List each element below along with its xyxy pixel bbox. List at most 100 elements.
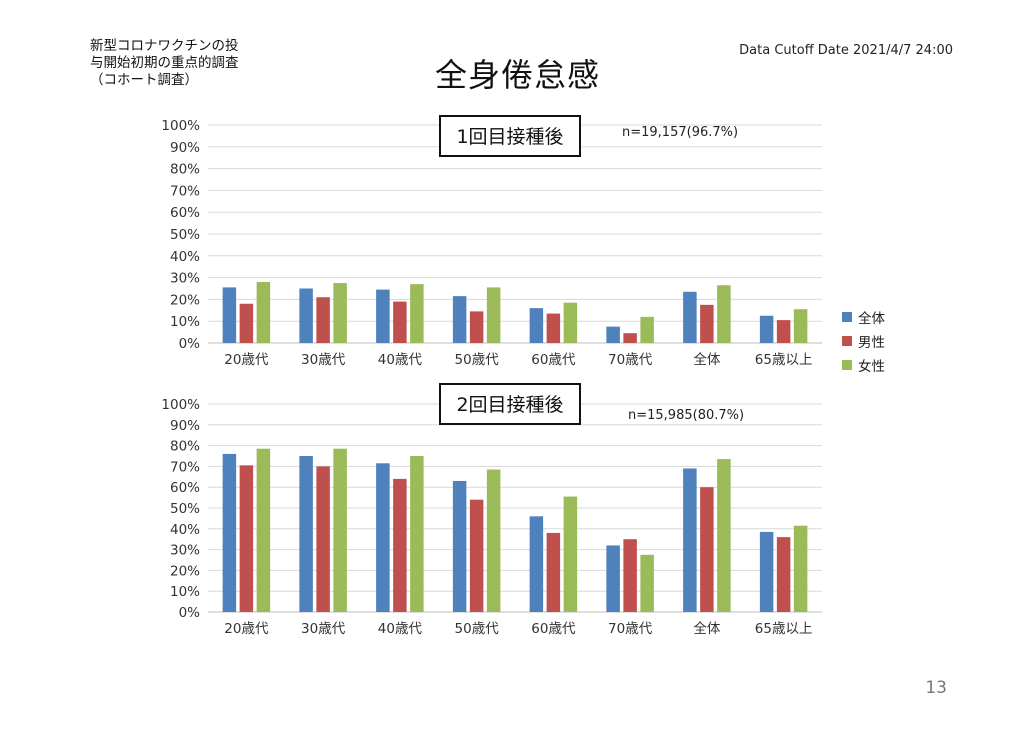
bar <box>393 301 407 343</box>
bar <box>546 313 561 343</box>
bar <box>606 545 620 612</box>
y-tick-label: 40% <box>170 522 200 538</box>
y-tick-label: 70% <box>170 183 200 199</box>
y-tick-label: 90% <box>170 418 200 434</box>
bar <box>640 316 654 343</box>
y-tick-label: 70% <box>170 459 200 475</box>
y-tick-label: 30% <box>170 543 200 559</box>
y-tick-label: 10% <box>170 584 200 600</box>
legend-label: 女性 <box>858 359 885 375</box>
bar <box>333 283 347 343</box>
bar <box>393 478 407 612</box>
bar <box>623 333 637 343</box>
bar <box>410 456 424 612</box>
bar <box>563 302 578 343</box>
chart-title: 1回目接種後 <box>456 126 563 148</box>
x-tick-label: 65歳以上 <box>755 621 813 637</box>
legend-swatch <box>842 360 852 370</box>
bar <box>683 468 697 612</box>
y-tick-label: 20% <box>170 292 200 308</box>
bar <box>776 320 791 343</box>
bar <box>239 303 254 343</box>
x-tick-label: 50歳代 <box>455 621 500 637</box>
bar <box>529 308 544 343</box>
x-tick-label: 20歳代 <box>224 352 269 368</box>
x-tick-label: 20歳代 <box>224 621 269 637</box>
legend-item: 女性 <box>842 353 885 377</box>
study-line: （コホート調査） <box>90 72 198 88</box>
data-cutoff-date: Data Cutoff Date 2021/4/7 24:00 <box>739 43 953 58</box>
y-tick-label: 60% <box>170 205 200 221</box>
x-tick-label: 60歳代 <box>531 352 576 368</box>
bar <box>222 453 237 612</box>
page-title: 全身倦怠感 <box>434 56 600 94</box>
x-tick-label: 40歳代 <box>378 352 423 368</box>
bar <box>222 287 237 343</box>
y-tick-label: 90% <box>170 140 200 156</box>
legend-label: 男性 <box>858 335 885 351</box>
bar <box>546 532 561 612</box>
chart-title: 2回目接種後 <box>456 394 563 416</box>
x-tick-label: 全体 <box>693 351 721 368</box>
bar <box>793 309 808 343</box>
x-tick-label: 70歳代 <box>608 352 653 368</box>
bar <box>469 311 484 343</box>
study-description: 新型コロナワクチンの投 与開始初期の重点的調査 （コホート調査） <box>90 38 239 89</box>
bar <box>452 296 467 343</box>
y-tick-label: 0% <box>179 605 201 621</box>
bar <box>683 291 697 343</box>
x-tick-label: 50歳代 <box>455 352 500 368</box>
bar <box>239 465 254 612</box>
bar <box>376 289 390 343</box>
bar <box>486 287 501 343</box>
y-tick-label: 50% <box>170 227 200 243</box>
bar <box>529 516 544 612</box>
y-tick-label: 60% <box>170 480 200 496</box>
x-tick-label: 30歳代 <box>301 621 346 637</box>
x-tick-label: 70歳代 <box>608 621 653 637</box>
bar <box>376 463 390 612</box>
bar <box>486 469 501 612</box>
legend: 全体 男性 女性 <box>842 305 885 377</box>
bar <box>316 466 330 612</box>
chart-title-box <box>439 383 581 425</box>
bar <box>623 539 637 612</box>
bar <box>759 531 774 612</box>
legend-swatch <box>842 312 852 322</box>
y-tick-label: 80% <box>170 439 200 455</box>
x-tick-label: 全体 <box>693 620 721 637</box>
y-tick-label: 50% <box>170 501 200 517</box>
y-tick-label: 20% <box>170 563 200 579</box>
legend-item: 男性 <box>842 329 885 353</box>
bar <box>759 315 774 343</box>
bar <box>452 480 467 612</box>
bar <box>299 456 313 612</box>
sample-size-annotation: n=15,985(80.7%) <box>628 408 744 423</box>
bar <box>316 297 330 343</box>
study-line: 与開始初期の重点的調査 <box>90 55 239 71</box>
y-tick-label: 0% <box>179 336 201 352</box>
y-tick-label: 10% <box>170 314 200 330</box>
study-line: 新型コロナワクチンの投 <box>90 38 239 54</box>
bar <box>563 496 578 612</box>
y-tick-label: 30% <box>170 271 200 287</box>
bar <box>776 537 791 612</box>
chart-title-box <box>439 115 581 157</box>
y-tick-label: 100% <box>161 397 200 413</box>
legend-swatch <box>842 336 852 346</box>
x-tick-label: 65歳以上 <box>755 352 813 368</box>
bar <box>410 284 424 343</box>
x-tick-label: 40歳代 <box>378 621 423 637</box>
bar <box>256 281 271 343</box>
y-tick-label: 100% <box>161 118 200 134</box>
page-number: 13 <box>925 678 947 698</box>
y-tick-label: 40% <box>170 249 200 265</box>
bar <box>333 448 347 612</box>
bar <box>793 525 808 612</box>
bar <box>299 288 313 343</box>
bar <box>469 499 484 612</box>
bar <box>700 487 714 612</box>
legend-item: 全体 <box>842 305 885 329</box>
y-tick-label: 80% <box>170 162 200 178</box>
